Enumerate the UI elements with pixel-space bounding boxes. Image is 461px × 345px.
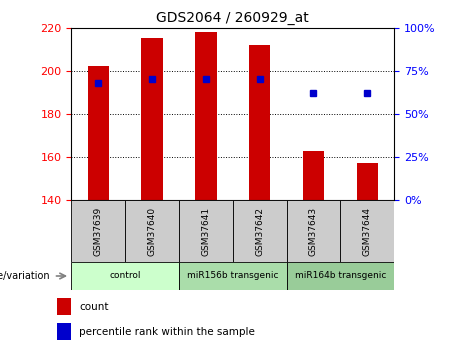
Text: GSM37641: GSM37641 — [201, 207, 210, 256]
Title: GDS2064 / 260929_at: GDS2064 / 260929_at — [156, 11, 309, 25]
Text: miR156b transgenic: miR156b transgenic — [187, 272, 278, 280]
Bar — [71, 200, 125, 262]
Bar — [287, 200, 340, 262]
Text: GSM37644: GSM37644 — [363, 207, 372, 256]
Bar — [195, 32, 217, 200]
Bar — [287, 262, 394, 290]
Text: control: control — [110, 272, 141, 280]
Bar — [125, 200, 179, 262]
Bar — [233, 200, 287, 262]
Bar — [71, 262, 179, 290]
Text: GSM37639: GSM37639 — [94, 207, 103, 256]
Bar — [179, 200, 233, 262]
Bar — [303, 150, 324, 200]
Text: GSM37640: GSM37640 — [148, 207, 157, 256]
Bar — [142, 38, 163, 200]
Bar — [249, 45, 271, 200]
Bar — [179, 262, 287, 290]
Text: genotype/variation: genotype/variation — [0, 271, 50, 281]
Text: percentile rank within the sample: percentile rank within the sample — [79, 327, 255, 336]
Bar — [57, 298, 71, 315]
Text: count: count — [79, 302, 109, 312]
Bar — [88, 66, 109, 200]
Text: GSM37642: GSM37642 — [255, 207, 264, 256]
Bar — [57, 323, 71, 340]
Bar — [356, 164, 378, 200]
Text: miR164b transgenic: miR164b transgenic — [295, 272, 386, 280]
Text: GSM37643: GSM37643 — [309, 207, 318, 256]
Bar — [340, 200, 394, 262]
